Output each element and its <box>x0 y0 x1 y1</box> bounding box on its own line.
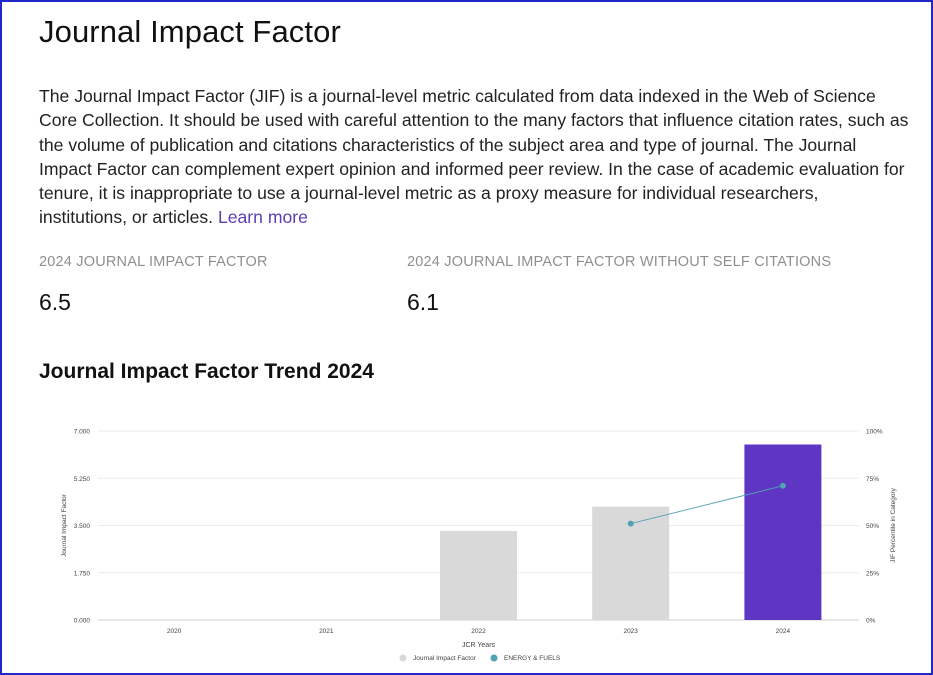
x-tick-label: 2024 <box>776 628 791 635</box>
chart-legend: Journal Impact Factor ENERGY & FUELS <box>399 654 561 662</box>
legend-label-category: ENERGY & FUELS <box>504 655 561 662</box>
x-tick-label: 2023 <box>623 628 638 635</box>
y-tick-label: 1.750 <box>74 570 91 577</box>
y2-tick-label: 50% <box>866 523 879 530</box>
x-tick-label: 2022 <box>471 628 486 635</box>
y2-tick-label: 100% <box>866 429 883 436</box>
legend-swatch-category <box>490 654 498 662</box>
chart-grid <box>98 430 859 621</box>
jif-description: The Journal Impact Factor (JIF) is a jou… <box>39 84 909 230</box>
y-tick-label: 3.500 <box>74 523 91 530</box>
chart-axes: 0.000 1.750 3.500 5.250 7.000 0% 25% 50% 75% 100%… <box>61 429 897 650</box>
y-tick-label: 5.250 <box>74 476 91 483</box>
x-tick-label: 2021 <box>319 628 334 635</box>
y2-tick-label: 0% <box>866 618 876 625</box>
y-axis-title: Journal Impact Factor <box>61 493 68 557</box>
jif-trend-chart: 0.000 1.750 3.500 5.250 7.000 0% 25% 50% 75% 100%… <box>61 429 897 663</box>
page-title: Journal Impact Factor <box>39 14 341 49</box>
x-axis-title: JCR Years <box>462 642 496 649</box>
legend-label-jif: Journal Impact Factor <box>413 655 477 662</box>
x-tick-label: 2020 <box>167 628 182 635</box>
chart-bars <box>440 444 822 620</box>
percentile-line <box>630 485 784 525</box>
trend-title: Journal Impact Factor Trend 2024 <box>39 360 374 383</box>
percentile-point-2023 <box>627 520 634 527</box>
jif-value: 6.5 <box>39 289 71 315</box>
y2-tick-label: 25% <box>866 570 879 577</box>
y-tick-label: 7.000 <box>74 429 91 436</box>
y2-tick-label: 75% <box>866 476 879 483</box>
description-text: The Journal Impact Factor (JIF) is a jou… <box>39 86 909 228</box>
chart-line-series <box>627 482 786 527</box>
jif-label: 2024 JOURNAL IMPACT FACTOR <box>39 254 268 270</box>
bar-2022 <box>440 530 517 620</box>
bar-2024 <box>744 444 822 620</box>
y2-axis-title: JIF Percentile in Category <box>890 487 897 563</box>
jif-without-self-citations-label: 2024 JOURNAL IMPACT FACTOR WITHOUT SELF … <box>407 254 832 270</box>
jif-without-self-citations-value: 6.1 <box>407 289 439 315</box>
legend-swatch-jif <box>399 654 407 662</box>
y-tick-label: 0.000 <box>74 618 91 625</box>
percentile-point-2024 <box>779 482 786 489</box>
learn-more-link[interactable]: Learn more <box>217 207 308 228</box>
